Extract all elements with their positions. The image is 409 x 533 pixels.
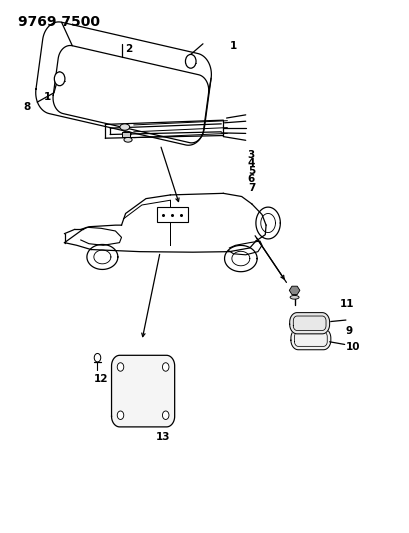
Ellipse shape xyxy=(119,124,129,130)
Circle shape xyxy=(117,411,124,419)
Circle shape xyxy=(162,411,169,419)
Circle shape xyxy=(117,363,124,371)
Text: 1: 1 xyxy=(44,92,51,102)
Text: 13: 13 xyxy=(156,432,170,442)
Text: 8: 8 xyxy=(24,102,31,112)
Text: 12: 12 xyxy=(94,375,108,384)
Text: 1: 1 xyxy=(229,42,236,52)
Text: 6: 6 xyxy=(247,174,254,184)
Text: 4: 4 xyxy=(247,158,254,168)
Polygon shape xyxy=(289,313,329,334)
Polygon shape xyxy=(111,356,174,427)
Circle shape xyxy=(162,363,169,371)
Polygon shape xyxy=(289,286,299,295)
Text: 11: 11 xyxy=(339,298,353,309)
Bar xyxy=(157,207,187,222)
Text: 9: 9 xyxy=(345,326,352,336)
Ellipse shape xyxy=(124,138,132,142)
Text: 10: 10 xyxy=(345,342,359,352)
Ellipse shape xyxy=(290,295,298,299)
Text: 7: 7 xyxy=(247,183,254,193)
Text: 9769 7500: 9769 7500 xyxy=(18,14,99,29)
Circle shape xyxy=(185,54,196,68)
Circle shape xyxy=(54,72,65,86)
Text: 2: 2 xyxy=(125,44,133,54)
Bar xyxy=(121,132,130,137)
Ellipse shape xyxy=(122,131,131,136)
Text: 5: 5 xyxy=(247,166,254,176)
Text: 3: 3 xyxy=(247,150,254,160)
Polygon shape xyxy=(290,328,330,350)
